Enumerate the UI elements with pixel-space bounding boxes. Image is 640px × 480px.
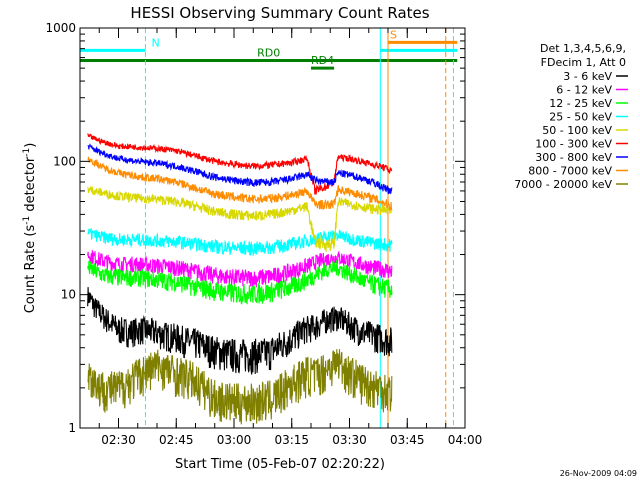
generation-timestamp: 26-Nov-2009 04:09 xyxy=(560,469,637,478)
y-label-sup1: -1 xyxy=(22,216,32,225)
x-axis-ticks: 02:30 02:45 03:00 03:15 03:30 03:45 04:00 xyxy=(79,28,483,447)
x-tick-label: 02:45 xyxy=(159,433,194,447)
flag-bar-label: S xyxy=(390,28,397,41)
x-axis-label: Start Time (05-Feb-07 02:20:22) xyxy=(175,457,385,472)
y-tick-label: 100 xyxy=(53,154,76,168)
flag-bar-label: RD0 xyxy=(257,47,280,60)
legend-header-2: FDecim 1, Att 0 xyxy=(541,56,626,69)
y-axis-ticks: 1 10 100 1000 xyxy=(45,21,465,435)
series-line xyxy=(87,287,393,375)
x-tick-label: 03:30 xyxy=(332,433,367,447)
series-line xyxy=(87,185,393,253)
y-axis-label: Count Rate (s-1 detector-1) xyxy=(22,143,38,314)
y-label-end: ) xyxy=(23,143,38,148)
y-tick-label: 1 xyxy=(68,421,76,435)
legend-entry-label: 50 - 100 keV xyxy=(542,124,612,137)
series-line xyxy=(87,259,393,305)
y-label-sup2: -1 xyxy=(22,148,32,157)
series-line xyxy=(87,143,393,195)
legend-entry-label: 800 - 7000 keV xyxy=(528,165,612,178)
series-line xyxy=(87,349,393,425)
legend-entry-label: 3 - 6 keV xyxy=(563,70,612,83)
legend-entry-label: 25 - 50 keV xyxy=(549,111,612,124)
legend-entry-label: 12 - 25 keV xyxy=(549,97,612,110)
legend-entry-label: 7000 - 20000 keV xyxy=(514,178,612,191)
y-label-main: Count Rate (s xyxy=(23,225,38,314)
x-tick-label: 04:00 xyxy=(448,433,483,447)
legend-entry-label: 100 - 300 keV xyxy=(535,138,612,151)
legend-entry-label: 300 - 800 keV xyxy=(535,151,612,164)
x-tick-label: 02:30 xyxy=(101,433,136,447)
flag-bar-label: RD4 xyxy=(311,54,334,67)
series-lines xyxy=(87,133,393,425)
y-tick-label: 10 xyxy=(61,288,76,302)
series-line xyxy=(87,250,393,288)
series-line xyxy=(87,133,393,195)
legend-header-1: Det 1,3,4,5,6,9, xyxy=(540,42,626,55)
y-tick-label: 1000 xyxy=(45,21,76,35)
y-label-mid: detector xyxy=(23,156,38,216)
x-tick-label: 03:45 xyxy=(390,433,425,447)
series-line xyxy=(87,228,393,257)
flag-bar-label: N xyxy=(151,36,159,49)
series-line xyxy=(87,156,393,211)
x-tick-label: 03:15 xyxy=(274,433,309,447)
x-tick-label: 03:00 xyxy=(217,433,252,447)
chart-title: HESSI Observing Summary Count Rates xyxy=(130,4,429,22)
legend-entry-label: 6 - 12 keV xyxy=(556,84,612,97)
flag-bars: N RD0 RD4 S xyxy=(80,28,458,70)
legend: Det 1,3,4,5,6,9, FDecim 1, Att 0 3 - 6 k… xyxy=(514,42,628,191)
